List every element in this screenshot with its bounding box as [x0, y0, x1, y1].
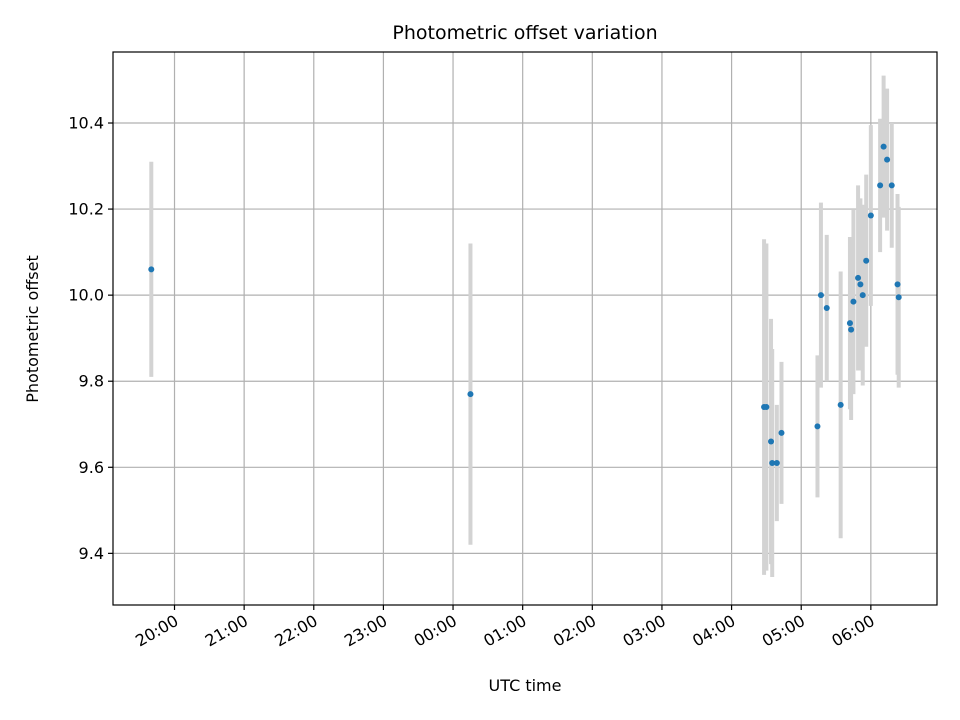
y-tick-label: 9.6: [79, 458, 104, 477]
data-point: [837, 401, 844, 408]
data-point: [823, 305, 830, 312]
data-point: [814, 423, 821, 430]
point-layer: [148, 143, 902, 466]
y-axis-label: Photometric offset: [23, 255, 42, 403]
plot-area-frame: [112, 51, 938, 606]
data-point: [867, 212, 874, 219]
y-tick-label: 9.8: [79, 372, 104, 391]
chart-title: Photometric offset variation: [392, 22, 657, 44]
data-point: [850, 298, 857, 305]
data-point: [769, 459, 776, 466]
data-point: [859, 292, 866, 299]
data-point: [888, 182, 895, 189]
data-point: [768, 438, 775, 445]
data-point: [880, 143, 887, 150]
data-point: [877, 182, 884, 189]
y-tick-label: 10.4: [68, 114, 104, 133]
grid-layer: [113, 52, 937, 605]
data-point: [763, 404, 770, 411]
y-axis-ticks: 9.4 9.6 9.8 10.0 10.2 10.4: [68, 114, 113, 563]
x-axis-label: UTC time: [489, 676, 562, 695]
data-point: [773, 459, 780, 466]
data-point: [848, 326, 855, 333]
y-tick-label: 10.0: [68, 286, 104, 305]
data-point: [857, 281, 864, 288]
data-point: [467, 391, 474, 398]
data-point: [778, 429, 785, 436]
data-point: [895, 294, 902, 301]
data-point: [884, 156, 891, 163]
data-point: [148, 266, 155, 273]
data-point: [863, 257, 870, 264]
data-point: [846, 320, 853, 327]
data-point: [817, 292, 824, 299]
data-point: [855, 274, 862, 281]
y-tick-label: 9.4: [79, 544, 104, 563]
y-tick-label: 10.2: [68, 200, 104, 219]
data-point: [894, 281, 901, 288]
